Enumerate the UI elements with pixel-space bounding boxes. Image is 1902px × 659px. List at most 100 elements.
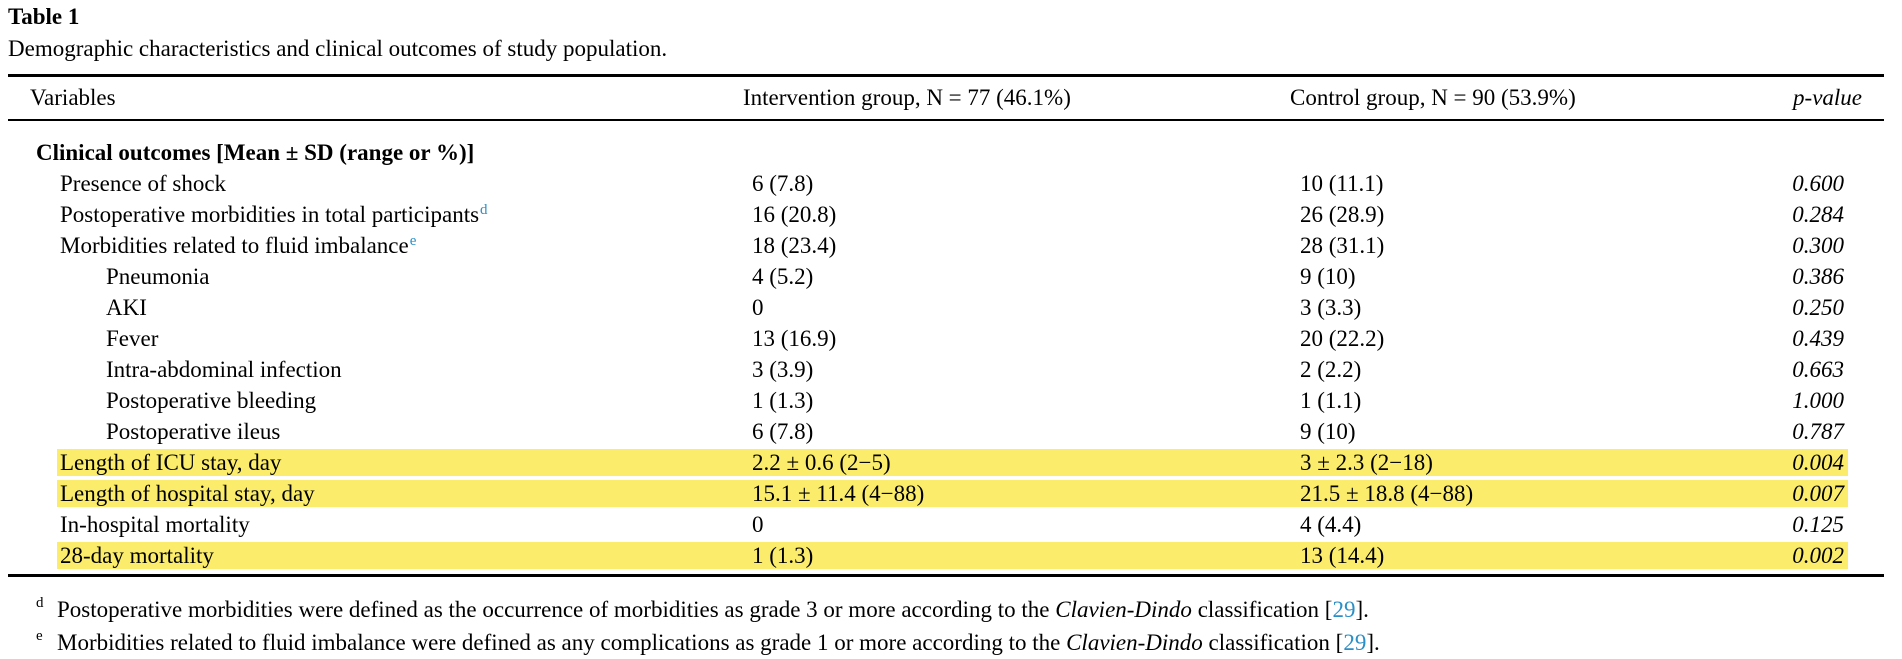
cell-variable: AKI (106, 292, 147, 323)
table-row: Postoperative bleeding 1 (1.3) 1 (1.1) 1.00… (0, 385, 1902, 416)
cell-p-value: 0.250 (1792, 295, 1844, 320)
cell-control: 4 (4.4) (1300, 512, 1362, 537)
cell-variable: Morbidities related to fluid imbalancee (60, 230, 416, 261)
cell-control: 9 (10) (1300, 419, 1356, 444)
footnote-mark: d (36, 595, 44, 611)
row-highlight (57, 480, 1848, 507)
cell-variable-text: Postoperative bleeding (106, 388, 317, 413)
cell-variable-text: Presence of shock (60, 171, 227, 196)
header-intervention: Intervention group, N = 77 (46.1%) (743, 85, 1071, 110)
footnote-italic: Clavien-Dindo (1055, 597, 1192, 622)
table-header-row: Variables Intervention group, N = 77 (46… (8, 78, 1884, 118)
cell-variable-text: Length of ICU stay, day (60, 450, 282, 475)
row-highlight (57, 542, 1848, 569)
footnote-text-end: ]. (1366, 630, 1380, 655)
cell-intervention: 6 (7.8) (752, 171, 814, 196)
table-row: Length of ICU stay, day 2.2 ± 0.6 (2−5) 3 … (0, 447, 1902, 478)
footnote-ref-link[interactable]: e (409, 233, 417, 249)
cell-control: 26 (28.9) (1300, 202, 1385, 227)
table-row: 28-day mortality 1 (1.3) 13 (14.4) 0.002 (0, 540, 1902, 571)
cell-intervention: 6 (7.8) (752, 419, 814, 444)
footnote-text: Morbidities related to fluid imbalance w… (57, 626, 1380, 659)
table-row: In-hospital mortality 0 4 (4.4) 0.125 (0, 509, 1902, 540)
cell-intervention: 0 (752, 295, 764, 320)
cell-control: 28 (31.1) (1300, 233, 1385, 258)
cell-p-value: 0.284 (1792, 202, 1844, 227)
cell-variable: Length of ICU stay, day (60, 447, 281, 478)
cell-intervention: 0 (752, 512, 764, 537)
cell-control: 3 (3.3) (1300, 295, 1362, 320)
cell-control: 2 (2.2) (1300, 357, 1362, 382)
cell-control: 21.5 ± 18.8 (4−88) (1300, 481, 1474, 506)
cell-variable: Length of hospital stay, day (60, 478, 315, 509)
cell-variable: Presence of shock (60, 168, 226, 199)
cell-p-value: 0.386 (1792, 264, 1844, 289)
table-title: Table 1 (8, 4, 80, 29)
table-body: Clinical outcomes [Mean ± SD (range or %… (0, 137, 1902, 571)
section-row: Clinical outcomes [Mean ± SD (range or %… (0, 137, 1902, 168)
header-control: Control group, N = 90 (53.9%) (1290, 85, 1576, 110)
cell-control: 10 (11.1) (1300, 171, 1384, 196)
cell-variable: In-hospital mortality (60, 509, 250, 540)
cell-p-value: 0.007 (1792, 481, 1844, 506)
footnote-mark: e (36, 628, 43, 644)
cell-p-value: 0.439 (1792, 326, 1844, 351)
cell-control: 1 (1.1) (1300, 388, 1362, 413)
footnotes: d Postoperative morbidities were defined … (0, 593, 1902, 659)
header-variables: Variables (30, 85, 116, 110)
footnote-text-before: Morbidities related to fluid imbalance w… (57, 630, 1067, 655)
cell-intervention: 2.2 ± 0.6 (2−5) (752, 450, 891, 475)
table-top-rule (8, 74, 1884, 77)
footnote: e Morbidities related to fluid imbalance … (0, 626, 1902, 659)
footnote-text-after: classification [ (1191, 597, 1333, 622)
cell-variable-text: 28-day mortality (60, 543, 214, 568)
footnote-text-before: Postoperative morbidities were defined a… (57, 597, 1056, 622)
cell-variable-text: AKI (106, 295, 147, 320)
table-row: Morbidities related to fluid imbalancee 1… (0, 230, 1902, 261)
cell-variable-text: Intra-abdominal infection (106, 357, 342, 382)
table-row: Length of hospital stay, day 15.1 ± 11.4 … (0, 478, 1902, 509)
footnote: d Postoperative morbidities were defined … (0, 593, 1902, 626)
footnote-italic: Clavien-Dindo (1066, 630, 1203, 655)
table-row: AKI 0 3 (3.3) 0.250 (0, 292, 1902, 323)
cell-variable: Fever (106, 323, 158, 354)
section-label: Clinical outcomes [Mean ± SD (range or %… (36, 140, 475, 165)
row-highlight (57, 449, 1848, 476)
cell-variable-text: Postoperative ileus (106, 419, 281, 444)
cell-intervention: 16 (20.8) (752, 202, 837, 227)
table-row: Intra-abdominal infection 3 (3.9) 2 (2.2) 0… (0, 354, 1902, 385)
cell-variable-text: In-hospital mortality (60, 512, 250, 537)
footnote-ref-link[interactable]: d (480, 202, 488, 218)
cell-variable-text: Length of hospital stay, day (60, 481, 315, 506)
cell-intervention: 3 (3.9) (752, 357, 814, 382)
table-row: Postoperative ileus 6 (7.8) 9 (10) 0.787 (0, 416, 1902, 447)
cell-control: 9 (10) (1300, 264, 1356, 289)
cell-p-value: 0.787 (1792, 419, 1844, 444)
table-header-rule (8, 119, 1884, 121)
citation-link[interactable]: 29 (1332, 597, 1356, 622)
cell-p-value: 0.663 (1792, 357, 1844, 382)
cell-variable-text: Fever (106, 326, 159, 351)
cell-variable: Postoperative ileus (106, 416, 280, 447)
cell-control: 20 (22.2) (1300, 326, 1385, 351)
cell-intervention: 1 (1.3) (752, 543, 814, 568)
table-row: Presence of shock 6 (7.8) 10 (11.1) 0.600 (0, 168, 1902, 199)
cell-intervention: 13 (16.9) (752, 326, 837, 351)
table-row: Fever 13 (16.9) 20 (22.2) 0.439 (0, 323, 1902, 354)
cell-p-value: 0.600 (1792, 171, 1844, 196)
cell-p-value: 0.125 (1792, 512, 1844, 537)
citation-link[interactable]: 29 (1343, 630, 1367, 655)
footnote-text-end: ]. (1355, 597, 1369, 622)
cell-variable: Postoperative bleeding (106, 385, 316, 416)
cell-variable: 28-day mortality (60, 540, 214, 571)
cell-control: 3 ± 2.3 (2−18) (1300, 450, 1433, 475)
cell-intervention: 18 (23.4) (752, 233, 837, 258)
table-row: Pneumonia 4 (5.2) 9 (10) 0.386 (0, 261, 1902, 292)
cell-intervention: 15.1 ± 11.4 (4−88) (752, 481, 925, 506)
cell-p-value: 1.000 (1792, 388, 1844, 413)
cell-variable-text: Pneumonia (106, 264, 210, 289)
cell-p-value: 0.002 (1792, 543, 1844, 568)
header-p-value: p-value (1793, 85, 1862, 110)
cell-p-value: 0.004 (1792, 450, 1844, 475)
cell-variable-text: Postoperative morbidities in total parti… (60, 202, 480, 227)
